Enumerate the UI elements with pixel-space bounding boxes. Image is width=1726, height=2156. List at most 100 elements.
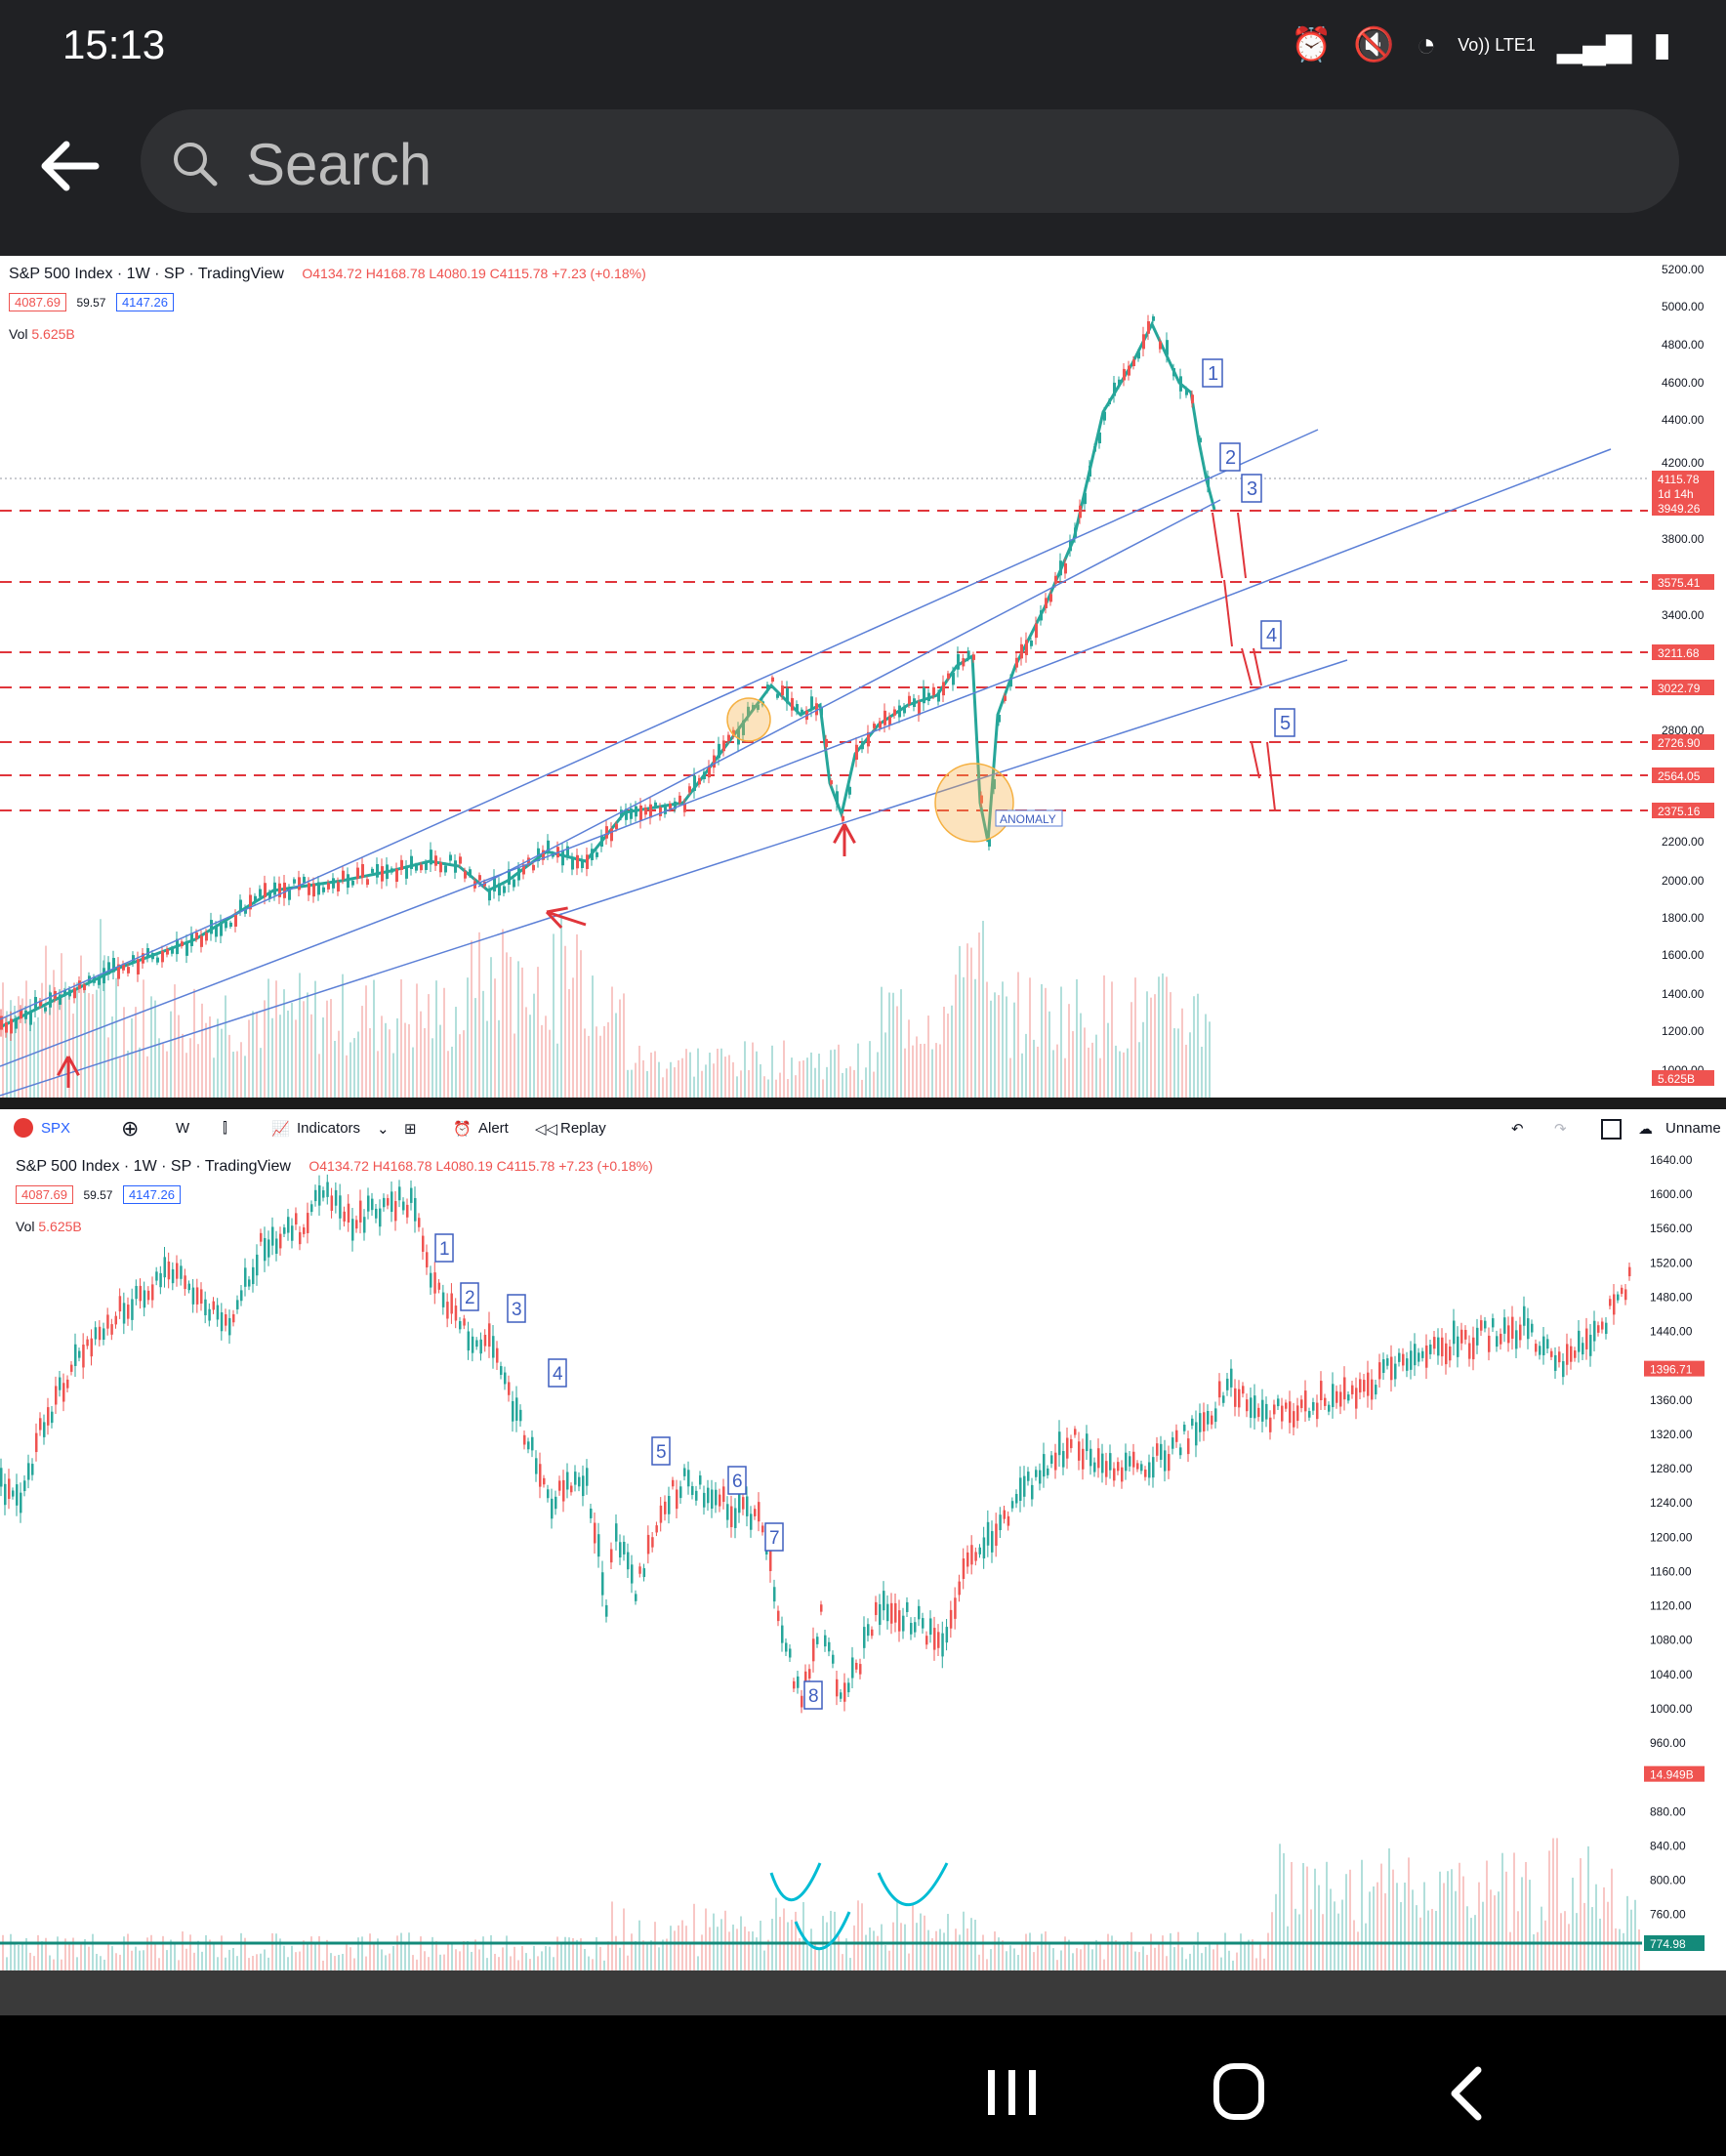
candle <box>1105 1461 1108 1477</box>
candle <box>430 850 432 865</box>
volume-bar <box>1162 973 1164 1098</box>
volume-bar <box>1216 1941 1218 1970</box>
volume-bar <box>1564 1911 1566 1970</box>
bottom-price-chart[interactable]: 1640.001600.001560.001520.001480.001440.… <box>0 1150 1726 1970</box>
volume-bar <box>939 1044 941 1098</box>
volume-bar <box>1400 1902 1402 1970</box>
candle <box>851 1657 854 1679</box>
candle <box>469 869 472 875</box>
redo-icon[interactable]: ↷ <box>1554 1121 1567 1138</box>
volume-bar <box>783 1040 785 1098</box>
layouts-icon[interactable]: ⊞ <box>404 1121 417 1138</box>
candle <box>406 1204 409 1218</box>
chart-type-icon[interactable]: ⫿ <box>223 1120 227 1137</box>
volume-bar <box>467 977 469 1098</box>
volume-bar <box>853 1069 855 1098</box>
volume-bar <box>549 1029 551 1098</box>
volume-bar <box>545 1946 547 1970</box>
candle <box>742 720 745 735</box>
bottom-ask-badge[interactable]: 4147.26 <box>122 1185 181 1204</box>
volume-bar <box>588 1035 590 1098</box>
candle <box>1093 446 1096 452</box>
bottom-bid-badge[interactable]: 4087.69 <box>16 1185 73 1204</box>
candle <box>945 1627 949 1643</box>
candle <box>1550 1350 1553 1357</box>
bid-badge[interactable]: 4087.69 <box>9 293 66 311</box>
bottom-chart-ohlc: O4134.72 H4168.78 L4080.19 C4115.78 +7.2… <box>308 1158 653 1174</box>
candle <box>1086 1433 1089 1452</box>
candle <box>1009 678 1012 687</box>
volume-bar <box>115 977 117 1098</box>
volume-bar <box>334 1040 336 1098</box>
candle <box>543 1477 546 1485</box>
alert-button[interactable]: Alert <box>478 1120 509 1137</box>
top-volume-legend: Vol 5.625B <box>9 326 75 342</box>
candle <box>1113 382 1116 396</box>
volume-bar <box>1232 1960 1234 1970</box>
candle <box>879 1603 882 1626</box>
volume-bar <box>650 1052 652 1098</box>
volume-bar <box>674 1067 676 1098</box>
undo-icon[interactable]: ↶ <box>1511 1121 1524 1138</box>
candle <box>78 980 81 989</box>
candle <box>279 1233 282 1249</box>
price-badge-label: 14.949B <box>1650 1768 1694 1782</box>
volume-bar <box>658 1061 660 1098</box>
fullscreen-icon[interactable] <box>1601 1119 1622 1140</box>
candle <box>450 1293 453 1314</box>
volume-bar <box>1091 1949 1093 1970</box>
volume-bar <box>1439 1871 1441 1970</box>
candle <box>1164 1450 1167 1472</box>
candle <box>59 994 62 1005</box>
candle <box>986 1521 990 1546</box>
candle <box>225 921 227 929</box>
candle <box>62 1383 65 1402</box>
symbol-button[interactable]: SPX <box>41 1120 71 1137</box>
back-arrow-icon[interactable] <box>35 131 105 201</box>
replay-button[interactable]: Replay <box>560 1120 606 1137</box>
volume-bar <box>1166 976 1168 1098</box>
back-nav-icon[interactable] <box>1451 2066 1482 2121</box>
candle <box>254 895 257 902</box>
volume-bar <box>1451 1869 1453 1970</box>
candle <box>678 795 681 804</box>
add-symbol-icon[interactable]: ⊕ <box>121 1116 140 1140</box>
candle <box>1129 1456 1131 1467</box>
volume-bar <box>1349 1869 1351 1970</box>
volume-bar <box>619 1947 621 1970</box>
volume-bar <box>291 1945 293 1970</box>
candle <box>479 1339 482 1354</box>
volume-bar <box>154 1943 156 1970</box>
candle <box>1609 1299 1612 1306</box>
search-input[interactable]: Search <box>141 109 1679 213</box>
volume-bar <box>1544 1920 1546 1970</box>
volume-bar <box>572 1937 574 1970</box>
layout-name[interactable]: Unname <box>1665 1120 1721 1137</box>
volume-bar <box>25 1937 27 1970</box>
candle <box>962 658 966 667</box>
candle <box>848 786 851 795</box>
volume-bar <box>732 1061 734 1098</box>
volume-bar <box>556 1936 558 1970</box>
home-icon[interactable] <box>1213 2063 1264 2120</box>
candle <box>327 883 330 890</box>
spread-value: 59.57 <box>76 296 106 310</box>
top-chart-panel[interactable]: 5200.00 5000.00 4800.00 4600.00 4400.00 4200.… <box>0 256 1726 1098</box>
candle <box>646 1534 650 1555</box>
candle <box>746 1496 749 1516</box>
bottom-chart-panel[interactable]: 1640.00 1600.00 1560.00 1520.00 1480.00 1440.… <box>0 1150 1726 1970</box>
chevron-down-icon[interactable]: ⌄ <box>377 1121 390 1138</box>
ask-badge[interactable]: 4147.26 <box>115 293 174 311</box>
top-price-chart[interactable]: 5200.005000.004800.004600.004400.004200.… <box>0 256 1726 1098</box>
candle <box>631 1564 634 1584</box>
price-axis-label: 1520.00 <box>1650 1256 1693 1269</box>
interval-button[interactable]: W <box>176 1120 190 1137</box>
volume-bar <box>482 1936 484 1970</box>
candle <box>1160 1443 1163 1461</box>
recent-apps-icon[interactable] <box>988 2070 1036 2115</box>
volume-bar <box>1486 1860 1488 1970</box>
volume-bar <box>599 1946 601 1970</box>
indicators-button[interactable]: Indicators <box>297 1120 361 1137</box>
candle <box>1218 1381 1221 1398</box>
volume-bar <box>1462 1876 1464 1970</box>
